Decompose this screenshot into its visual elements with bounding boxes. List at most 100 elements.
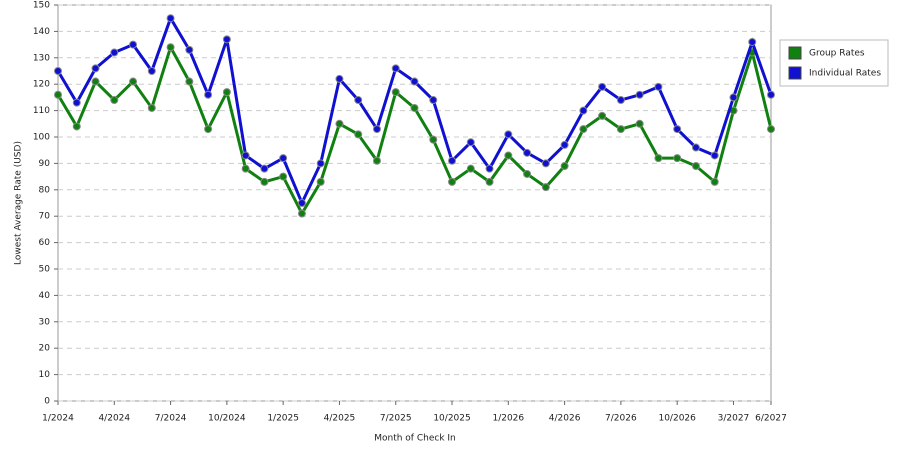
data-point [448,156,457,165]
y-tick-label: 40 [39,291,51,301]
data-point [598,82,607,91]
data-point [335,119,344,128]
data-point [91,64,100,73]
data-point [598,111,607,120]
data-point [466,138,475,147]
data-point [354,130,363,139]
x-tick-label: 1/2026 [492,414,524,424]
data-point [147,103,156,112]
legend-label: Group Rates [809,49,865,59]
data-point [372,125,381,134]
data-point [354,96,363,105]
data-point [635,90,644,99]
data-point [222,35,231,44]
legend-label: Individual Rates [809,69,881,79]
data-point [391,64,400,73]
data-point [466,164,475,173]
data-point [410,103,419,112]
y-tick-label: 50 [39,265,51,275]
x-tick-label: 7/2026 [605,414,637,424]
data-point [710,177,719,186]
data-point [166,14,175,23]
data-point [316,177,325,186]
data-point [748,37,757,46]
data-point [91,77,100,86]
data-point [523,148,532,157]
y-tick-label: 70 [39,212,51,222]
y-tick-label: 140 [33,27,50,37]
data-point [729,93,738,102]
data-point [54,90,62,99]
data-point [72,122,81,131]
y-tick-label: 100 [33,133,50,143]
data-point [222,88,231,97]
x-tick-label: 7/2025 [380,414,412,424]
data-point [616,96,625,105]
x-tick-label: 10/2025 [433,414,470,424]
plot-area [57,4,772,402]
data-point [297,209,306,218]
data-point [616,125,625,134]
data-point [260,164,269,173]
x-tick-label: 10/2024 [208,414,246,424]
data-point [691,143,700,152]
data-point [673,154,682,163]
data-point [260,177,269,186]
data-point [504,151,513,160]
x-tick-label: 4/2025 [324,414,356,424]
y-axis-label: Lowest Average Rate (USD) [14,141,24,265]
y-tick-label: 80 [39,185,51,195]
data-point [204,90,213,99]
data-point [560,162,569,171]
data-point [110,96,119,105]
data-point [767,90,775,99]
data-point [166,43,175,52]
data-point [691,162,700,171]
data-point [541,159,550,168]
x-tick-label: 1/2024 [42,414,74,424]
data-point [316,159,325,168]
y-tick-label: 120 [33,80,50,90]
y-tick-label: 110 [33,106,50,116]
data-point [560,140,569,149]
x-tick-label: 6/2027 [755,414,787,424]
data-point [429,96,438,105]
data-point [654,82,663,91]
data-point [279,154,288,163]
data-point [767,125,775,134]
y-tick-label: 90 [39,159,51,169]
data-point [241,164,250,173]
y-tick-label: 0 [44,397,50,407]
x-tick-label: 3/2027 [718,414,750,424]
data-point [673,125,682,134]
x-axis-label: Month of Check In [374,434,456,444]
data-point [523,169,532,178]
data-point [410,77,419,86]
data-point [429,135,438,144]
x-tick-label: 4/2026 [549,414,581,424]
data-point [391,88,400,97]
y-tick-label: 20 [39,344,51,354]
x-tick-label: 4/2024 [98,414,130,424]
data-point [504,130,513,139]
y-tick-label: 10 [39,370,51,380]
legend-swatch [788,66,802,80]
data-point [335,74,344,83]
x-tick-label: 10/2026 [658,414,696,424]
data-point [129,40,138,49]
data-point [110,48,119,57]
y-tick-label: 150 [33,1,50,11]
data-point [129,77,138,86]
data-point [654,154,663,163]
data-point [54,67,62,75]
data-point [485,164,494,173]
data-point [448,177,457,186]
data-point [579,125,588,134]
data-point [635,119,644,128]
legend-swatch [788,46,802,60]
x-tick-label: 7/2024 [155,414,187,424]
data-point [710,151,719,160]
data-point [185,45,194,54]
data-point [485,177,494,186]
